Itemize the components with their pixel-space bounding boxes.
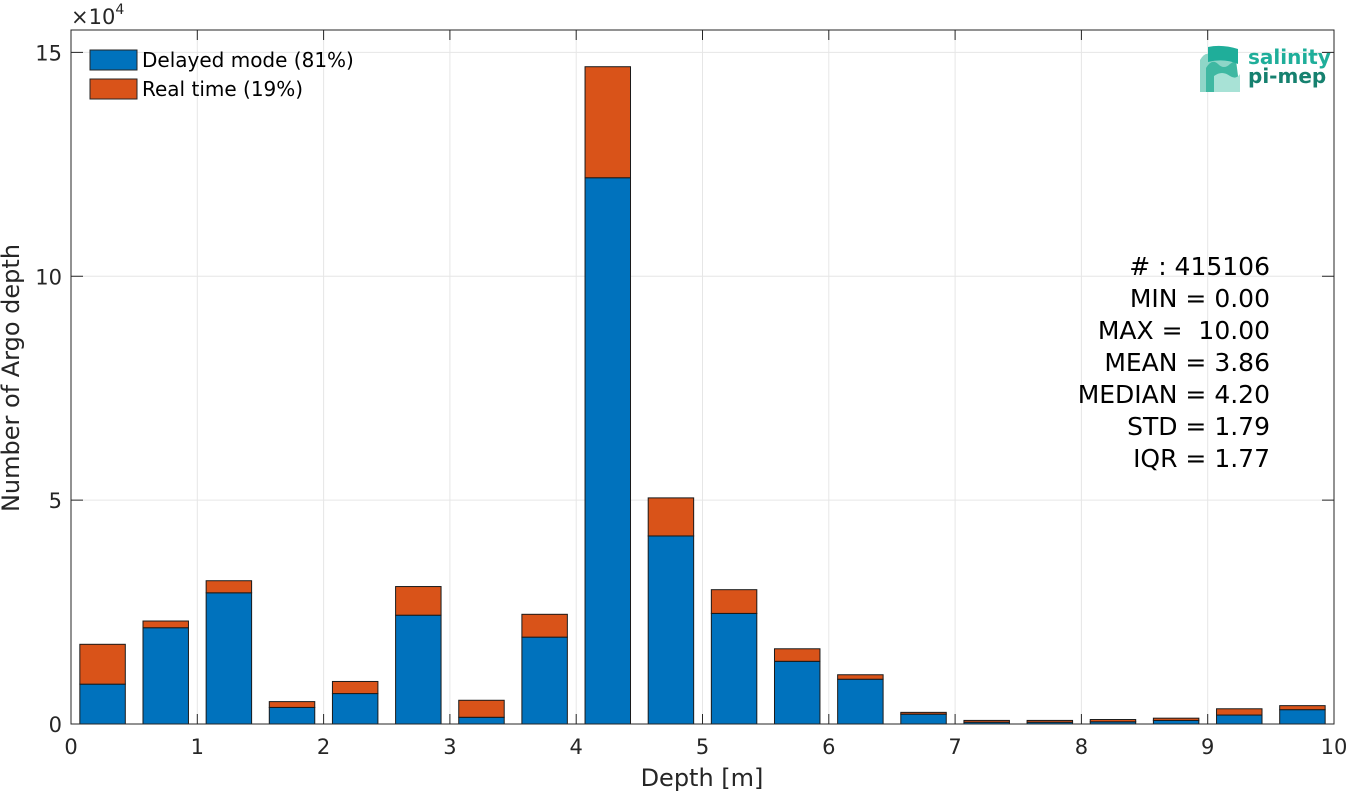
y-tick-labels: 0 5 10 15 (35, 41, 62, 737)
bar-delayed-mode (142, 627, 189, 725)
bar-delayed-mode (268, 706, 316, 725)
salinity-pi-mep-logo: salinity pi-mep (1200, 45, 1331, 92)
y-tick-label: 0 (49, 713, 62, 737)
stat-line: IQR = 1.77 (1133, 444, 1270, 473)
bar-real-time (773, 648, 821, 662)
y-axis-label: Number of Argo depth (0, 244, 25, 512)
y-exponent-label: ×104 (71, 2, 124, 29)
x-tick-labels: 0 1 2 3 4 5 6 7 8 9 10 (64, 735, 1347, 759)
stat-line: STD = 1.79 (1127, 412, 1270, 441)
bar-real-time (1216, 708, 1263, 716)
x-tick-label: 10 (1321, 735, 1348, 759)
x-tick-label: 2 (317, 735, 330, 759)
x-tick-label: 7 (948, 735, 961, 759)
y-tick-label: 5 (49, 489, 62, 513)
legend-swatch-delayed (89, 49, 138, 71)
bar-delayed-mode (710, 612, 758, 725)
bar-real-time (521, 613, 568, 638)
bar-real-time (1152, 717, 1200, 721)
bar-real-time (458, 699, 505, 718)
bars-group (79, 66, 1326, 725)
bar-real-time (1026, 719, 1074, 723)
statistics-annotation: # : 415106 MIN = 0.00 MAX = 10.00 MEAN = 3.… (1078, 252, 1270, 473)
bar-real-time (268, 701, 316, 708)
x-tick-label: 0 (64, 735, 77, 759)
bar-real-time (79, 643, 126, 685)
bar-real-time (584, 66, 632, 179)
bar-delayed-mode (458, 716, 505, 725)
bar-delayed-mode (584, 177, 632, 725)
bar-delayed-mode (1216, 714, 1263, 725)
bar-delayed-mode (900, 713, 947, 725)
x-tick-label: 9 (1201, 735, 1214, 759)
y-exponent-power: 4 (115, 2, 124, 18)
bar-delayed-mode (837, 678, 884, 725)
bar-real-time (837, 674, 884, 680)
bar-delayed-mode (79, 683, 126, 725)
y-tick-label: 15 (35, 41, 62, 65)
legend-label-realtime: Real time (19%) (142, 77, 303, 101)
bar-delayed-mode (1279, 709, 1326, 725)
bar-real-time (963, 719, 1010, 723)
bar-delayed-mode (1152, 719, 1200, 725)
bar-delayed-mode (331, 693, 379, 725)
x-tick-label: 4 (570, 735, 583, 759)
bar-real-time (331, 680, 379, 695)
x-tick-label: 5 (696, 735, 709, 759)
x-axis-label: Depth [m] (641, 764, 764, 792)
bar-real-time (142, 620, 189, 629)
bar-real-time (900, 711, 947, 715)
logo-text-pi-mep: pi-mep (1248, 64, 1326, 88)
legend: Delayed mode (81%) Real time (19%) (89, 48, 354, 101)
logo-text-salinity: salinity (1248, 45, 1331, 69)
tick-marks (70, 30, 1335, 725)
stat-line: # : 415106 (1129, 252, 1270, 281)
bar-delayed-mode (395, 614, 442, 725)
bar-delayed-mode (521, 636, 568, 725)
bar-real-time (1089, 719, 1137, 723)
x-tick-label: 1 (191, 735, 204, 759)
bar-real-time (1279, 705, 1326, 711)
legend-label-delayed: Delayed mode (81%) (142, 48, 354, 72)
bar-delayed-mode (773, 660, 821, 725)
y-tick-label: 10 (35, 265, 62, 289)
stat-line: MAX = 10.00 (1098, 316, 1270, 345)
bar-real-time (710, 589, 758, 614)
x-tick-label: 3 (443, 735, 456, 759)
x-tick-label: 6 (822, 735, 835, 759)
bar-delayed-mode (205, 592, 253, 725)
x-tick-label: 8 (1075, 735, 1088, 759)
stat-line: MEDIAN = 4.20 (1078, 380, 1270, 409)
bar-real-time (647, 497, 695, 537)
stat-line: MEAN = 3.86 (1104, 348, 1270, 377)
wave-logo-icon (1200, 45, 1240, 92)
bar-real-time (395, 586, 442, 616)
stat-line: MIN = 0.00 (1130, 284, 1270, 313)
bar-delayed-mode (647, 535, 695, 725)
legend-swatch-realtime (89, 78, 138, 100)
bar-real-time (205, 580, 253, 594)
